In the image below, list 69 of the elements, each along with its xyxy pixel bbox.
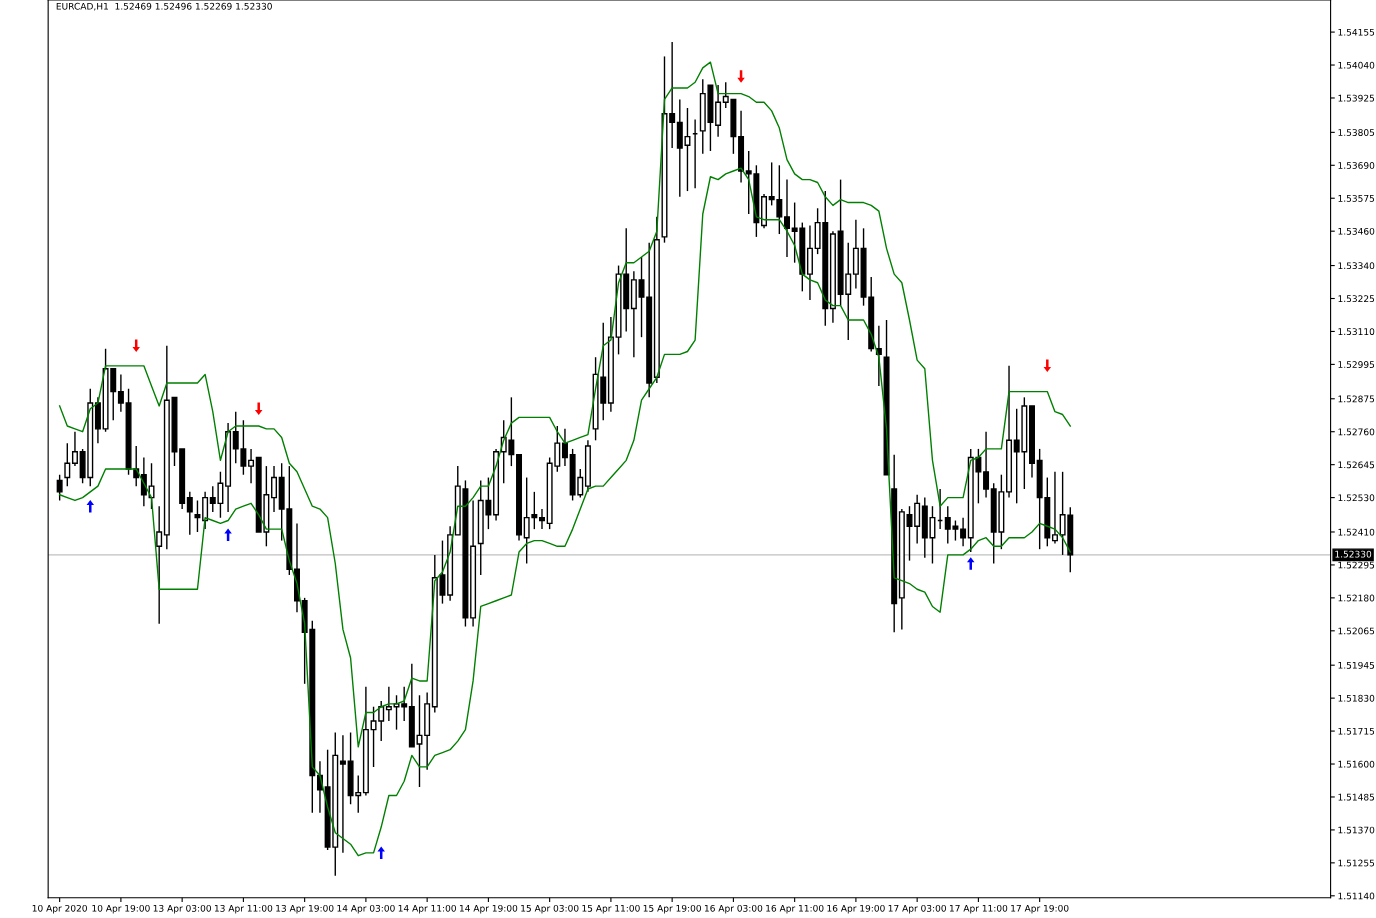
y-tick-label: 1.53225 (1338, 295, 1375, 303)
x-tick-label: 16 Apr 19:00 (827, 904, 885, 914)
candlestick (715, 84, 722, 138)
x-tick-label: 17 Apr 19:00 (1011, 904, 1069, 914)
x-tick-label: 15 Apr 19:00 (643, 904, 701, 914)
candlestick (194, 499, 201, 533)
x-tick-label: 17 Apr 03:00 (888, 904, 946, 914)
candlestick (271, 465, 278, 513)
y-tick-label: 1.52180 (1338, 594, 1375, 602)
x-tick-label: 16 Apr 11:00 (766, 904, 824, 914)
x-tick-label: 10 Apr 19:00 (92, 904, 150, 914)
x-tick-label: 15 Apr 03:00 (521, 904, 579, 914)
y-tick-label: 1.52645 (1338, 461, 1375, 469)
y-tick-label: 1.53340 (1338, 262, 1375, 270)
y-tick-label: 1.51140 (1338, 892, 1375, 900)
y-tick-label: 1.51715 (1338, 727, 1375, 735)
y-tick-label: 1.52410 (1338, 528, 1375, 536)
y-tick-label: 1.54155 (1338, 28, 1375, 36)
candlestick (56, 473, 63, 502)
candlestick (71, 431, 78, 467)
y-tick-label: 1.52875 (1338, 395, 1375, 403)
chart-title: EURCAD,H1 1.52469 1.52496 1.52269 1.52330 (56, 2, 272, 11)
x-tick-label: 13 Apr 03:00 (153, 904, 211, 914)
candlestick (117, 373, 124, 413)
y-tick-label: 1.51600 (1338, 760, 1375, 768)
x-tick-label: 14 Apr 03:00 (337, 904, 395, 914)
candlestick (202, 491, 209, 530)
x-tick-label: 13 Apr 11:00 (214, 904, 273, 914)
y-tick-label: 1.51255 (1338, 859, 1375, 867)
y-tick-label: 1.53460 (1338, 227, 1375, 235)
y-tick-label: 1.52760 (1338, 428, 1375, 436)
y-tick-label: 1.52995 (1338, 361, 1375, 368)
candlestick (248, 448, 255, 484)
ref-line-label: 1.52330 (1335, 550, 1372, 558)
x-tick-label: 13 Apr 19:00 (276, 904, 334, 914)
candlestick (983, 431, 990, 499)
candlestick (784, 178, 790, 258)
y-tick-label: 1.53690 (1338, 162, 1375, 169)
candlestick (914, 494, 921, 545)
candlestick (385, 685, 392, 722)
y-tick-label: 1.52295 (1338, 561, 1375, 569)
x-tick-label: 14 Apr 19:00 (459, 904, 518, 914)
x-tick-label: 14 Apr 11:00 (398, 904, 456, 914)
x-tick-label: 16 Apr 03:00 (704, 904, 763, 914)
x-tick-label: 17 Apr 11:00 (949, 904, 1008, 914)
candlestick (669, 41, 676, 149)
y-tick-label: 1.51485 (1338, 793, 1375, 801)
y-tick-label: 1.51945 (1338, 661, 1375, 669)
candlestick (156, 505, 163, 625)
y-tick-label: 1.53805 (1338, 129, 1375, 136)
candlestick (186, 491, 193, 536)
candlestick (64, 442, 71, 487)
candlestick (1051, 471, 1058, 545)
line-series (58, 61, 1071, 748)
y-tick-label: 1.54040 (1338, 61, 1375, 69)
candlestick (960, 516, 967, 547)
y-tick-label: 1.51830 (1338, 694, 1375, 702)
line-series (58, 167, 1071, 857)
x-tick-label: 15 Apr 11:00 (582, 904, 640, 914)
y-tick-label: 1.53925 (1338, 94, 1375, 102)
y-tick-label: 1.52065 (1338, 627, 1375, 635)
x-tick-label: 10 Apr 2020 (32, 904, 87, 914)
candlestick (539, 508, 545, 530)
candlestick (561, 428, 568, 467)
y-tick-label: 1.52530 (1338, 494, 1375, 502)
y-tick-label: 1.53110 (1338, 328, 1375, 336)
y-tick-label: 1.51370 (1338, 826, 1375, 834)
candlestick (339, 734, 346, 854)
y-tick-label: 1.53575 (1338, 194, 1375, 202)
